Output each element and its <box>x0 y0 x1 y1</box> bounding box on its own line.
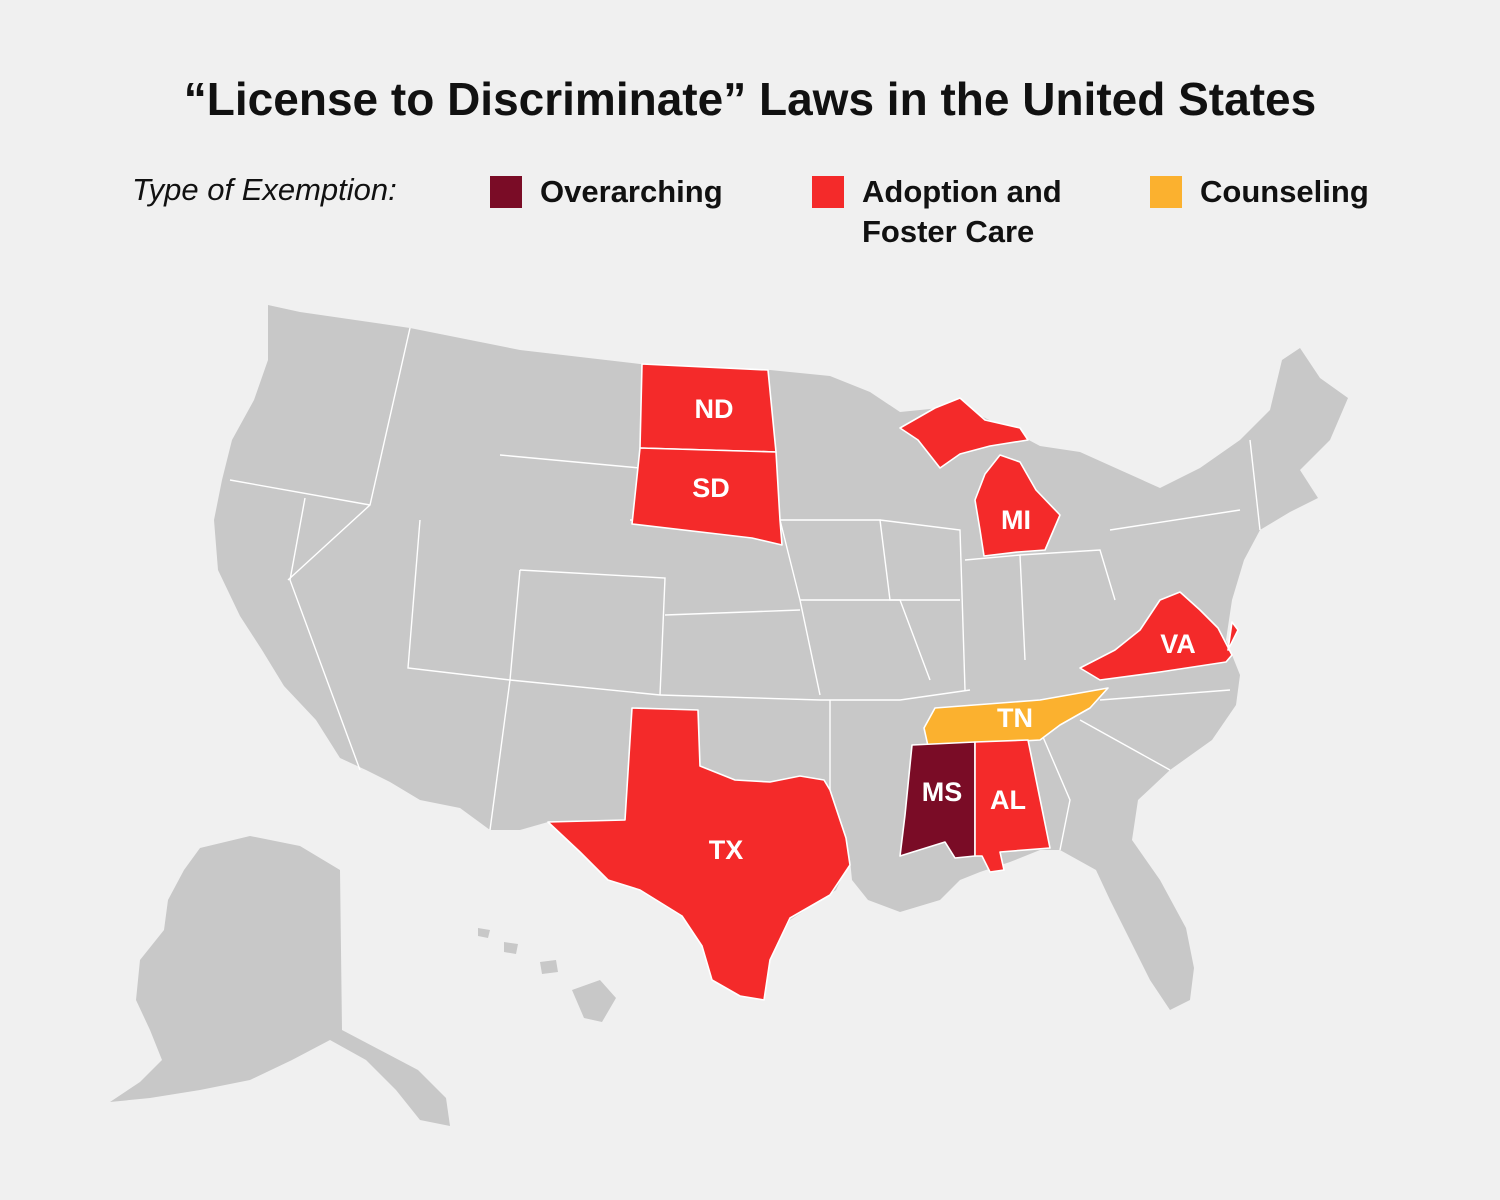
legend-text-adoption-line2: Foster Care <box>862 214 1035 249</box>
us-base-shape <box>214 305 1348 1010</box>
state-label-SD: SD <box>692 473 730 503</box>
legend-swatch-counseling <box>1150 176 1182 208</box>
state-michigan <box>899 397 1061 557</box>
legend-swatch-overarching <box>490 176 522 208</box>
state-label-MS: MS <box>922 777 963 807</box>
state-texas <box>547 707 851 1001</box>
legend-text-counseling: Counseling <box>1200 174 1369 209</box>
state-alabama <box>974 739 1051 873</box>
state-tennessee <box>923 687 1109 747</box>
state-label-AL: AL <box>990 785 1026 815</box>
state-label-MI: MI <box>1001 505 1031 535</box>
legend-label: Type of Exemption: <box>132 172 397 207</box>
state-label-VA: VA <box>1160 629 1196 659</box>
state-label-TN: TN <box>997 703 1033 733</box>
map-title: “License to Discriminate” Laws in the Un… <box>183 73 1317 125</box>
legend-swatch-adoption <box>812 176 844 208</box>
state-south-dakota <box>631 447 783 546</box>
legend-text-overarching: Overarching <box>540 174 723 209</box>
state-label-ND: ND <box>695 394 734 424</box>
legend-text-adoption-line1: Adoption and <box>862 174 1062 209</box>
state-virginia <box>1079 591 1239 681</box>
alaska-shape <box>110 836 450 1126</box>
state-label-TX: TX <box>709 835 744 865</box>
hawaii-shape <box>478 928 616 1022</box>
